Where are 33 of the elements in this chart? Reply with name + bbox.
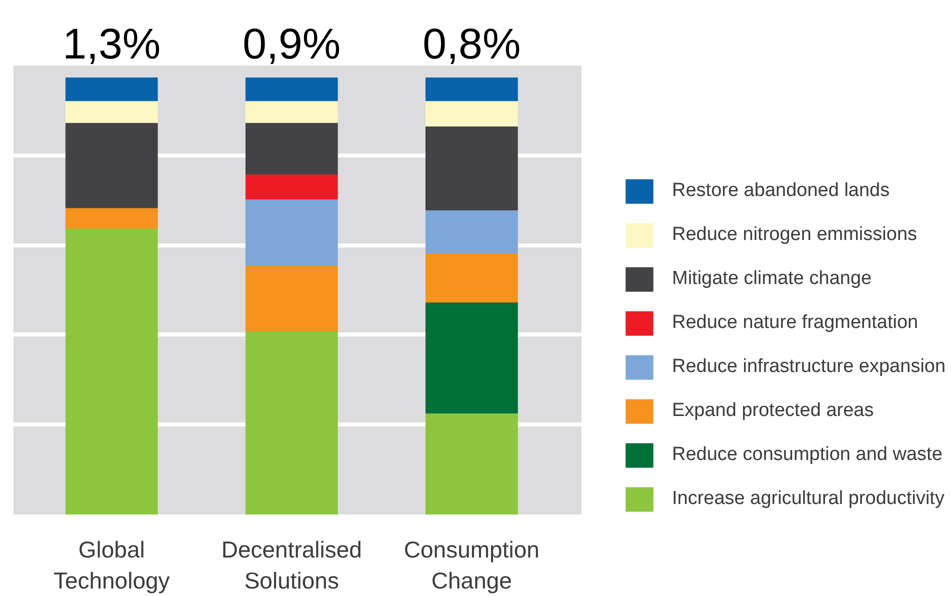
bar: [65, 228, 158, 514]
bar: [245, 198, 338, 266]
total-label: 0,9%: [242, 20, 341, 68]
bar: [426, 210, 518, 254]
x-tick-label: Decentralised Solutions: [221, 536, 362, 594]
bar: [245, 122, 338, 175]
bar: [245, 330, 338, 514]
bar: [426, 126, 518, 210]
bar: [245, 265, 338, 332]
x-tick-label: Consumption Change: [404, 536, 540, 594]
bar: [426, 77, 518, 102]
total-label: 0,8%: [422, 20, 521, 68]
bar: [65, 122, 158, 208]
legend-label: Reduce infrastructure expansion: [672, 355, 946, 379]
legend-label: Reduce consumption and waste: [672, 443, 942, 467]
bar: [65, 208, 158, 229]
legend-label: Increase agricultural productivity: [672, 487, 944, 511]
x-tick-label: Global Technology: [53, 536, 170, 594]
bar: [245, 174, 338, 200]
legend-label: Reduce nature fragmentation: [672, 311, 918, 335]
bar: [426, 100, 518, 126]
bar: [426, 302, 518, 414]
bar: [426, 412, 518, 514]
bar: [65, 100, 158, 123]
legend-label: Reduce nitrogen emmissions: [672, 223, 918, 247]
legend-label: Expand protected areas: [672, 399, 874, 423]
legend-label: Mitigate climate change: [672, 267, 872, 291]
total-label: 1,3%: [62, 20, 161, 68]
legend-label: Restore abandoned lands: [672, 179, 890, 203]
bar: [245, 77, 338, 102]
bar: [426, 253, 518, 302]
bar: [245, 100, 338, 123]
bar: [65, 77, 158, 102]
